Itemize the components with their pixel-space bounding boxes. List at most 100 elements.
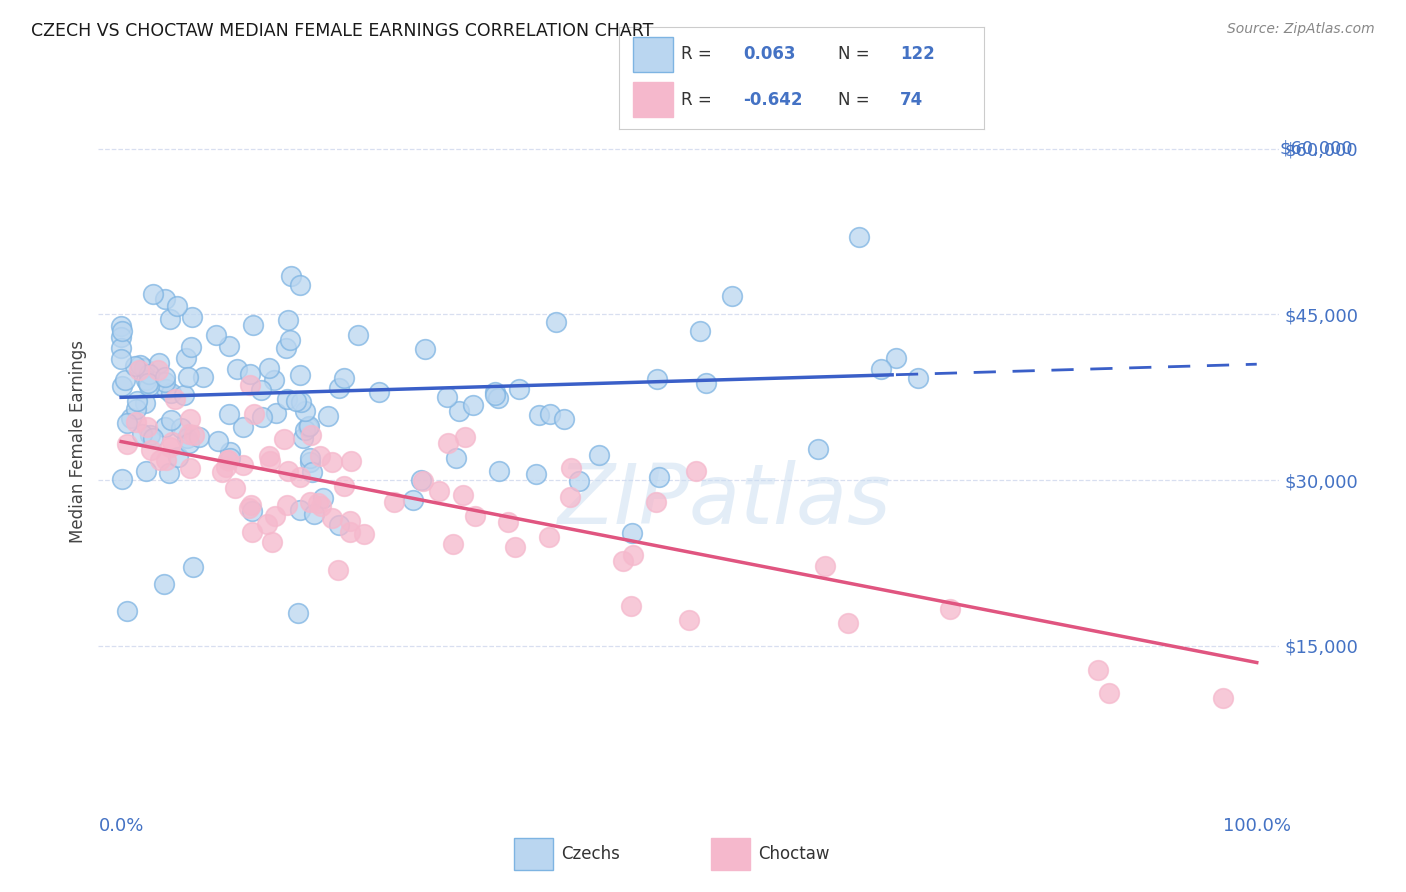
Point: [1087, 663, 1109, 677]
Point: [166, 299, 188, 313]
Point: [939, 602, 962, 616]
Point: [153, 577, 176, 591]
Text: Source: ZipAtlas.com: Source: ZipAtlas.com: [1227, 22, 1375, 37]
Point: [111, 324, 134, 338]
Point: [413, 342, 436, 356]
Text: $60,000: $60,000: [1279, 140, 1353, 158]
Point: [205, 327, 228, 342]
Point: [111, 378, 134, 392]
Point: [441, 537, 464, 551]
Point: [155, 382, 177, 396]
Point: [290, 395, 312, 409]
Point: [135, 464, 157, 478]
Point: [266, 406, 288, 420]
Bar: [633, 37, 673, 72]
Point: [191, 369, 214, 384]
Point: [138, 367, 160, 381]
Point: [280, 268, 302, 283]
Text: R =: R =: [681, 91, 711, 109]
Point: [155, 375, 177, 389]
Point: [316, 409, 339, 423]
Point: [294, 423, 316, 437]
Point: [461, 398, 484, 412]
Point: [162, 435, 184, 450]
Point: [288, 277, 311, 292]
Point: [114, 373, 136, 387]
Point: [276, 392, 298, 407]
Point: [260, 534, 283, 549]
Point: [277, 464, 299, 478]
Point: [142, 431, 165, 445]
Point: [217, 453, 239, 467]
Point: [240, 504, 263, 518]
Point: [121, 411, 143, 425]
Point: [436, 436, 458, 450]
Point: [837, 615, 859, 630]
Point: [1212, 690, 1234, 705]
Point: [685, 464, 707, 478]
Point: [402, 493, 425, 508]
Point: [179, 412, 201, 426]
Point: [695, 376, 717, 390]
Point: [689, 324, 711, 338]
Point: [232, 420, 254, 434]
Point: [159, 386, 181, 401]
Point: [179, 461, 201, 475]
Point: [125, 394, 148, 409]
Point: [464, 508, 486, 523]
Point: [153, 292, 176, 306]
Point: [259, 449, 281, 463]
Point: [484, 384, 506, 399]
Point: [177, 369, 200, 384]
Point: [328, 518, 350, 533]
Point: [647, 470, 669, 484]
Point: [333, 479, 356, 493]
Point: [188, 430, 211, 444]
Point: [312, 491, 335, 505]
Point: [240, 524, 263, 539]
Point: [848, 230, 870, 244]
Point: [183, 428, 205, 442]
Point: [155, 370, 177, 384]
Point: [167, 450, 190, 465]
Point: [560, 461, 582, 475]
Point: [177, 426, 200, 441]
Point: [125, 415, 148, 429]
Point: [678, 613, 700, 627]
Point: [139, 428, 162, 442]
Point: [308, 450, 330, 464]
Point: [148, 356, 170, 370]
Point: [340, 454, 363, 468]
Point: [136, 376, 159, 390]
Point: [412, 475, 434, 489]
Point: [814, 558, 837, 573]
Point: [180, 340, 202, 354]
Point: [299, 495, 322, 509]
Point: [298, 418, 321, 433]
Point: [290, 503, 312, 517]
Point: [538, 407, 561, 421]
Point: [276, 498, 298, 512]
Point: [347, 328, 370, 343]
Text: N =: N =: [838, 45, 869, 63]
Point: [174, 351, 197, 365]
Point: [454, 429, 477, 443]
Point: [238, 500, 260, 515]
Text: Czechs: Czechs: [561, 845, 620, 863]
Point: [560, 490, 582, 504]
Point: [621, 548, 644, 562]
Text: 0.063: 0.063: [742, 45, 796, 63]
Point: [239, 367, 262, 381]
Point: [291, 431, 314, 445]
Point: [353, 527, 375, 541]
Point: [115, 604, 138, 618]
Point: [225, 362, 247, 376]
Point: [328, 381, 350, 395]
Point: [115, 437, 138, 451]
Point: [527, 408, 550, 422]
Point: [134, 396, 156, 410]
Point: [288, 469, 311, 483]
Point: [148, 362, 170, 376]
Point: [328, 563, 350, 577]
Point: [720, 288, 742, 302]
